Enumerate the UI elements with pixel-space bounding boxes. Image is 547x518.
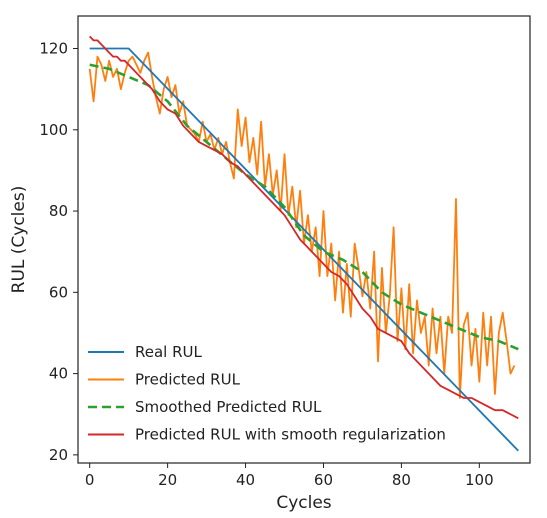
y-axis-title: RUL (Cycles) (9, 186, 29, 294)
x-tick-label: 40 (236, 471, 255, 489)
y-tick-label: 40 (49, 365, 68, 383)
x-tick-label: 20 (158, 471, 177, 489)
series-line-3 (90, 36, 519, 418)
x-tick-label: 0 (85, 471, 95, 489)
legend-label: Smoothed Predicted RUL (135, 398, 322, 416)
x-tick-label: 100 (465, 471, 494, 489)
legend-label: Predicted RUL (135, 371, 241, 389)
y-tick-label: 60 (49, 283, 68, 301)
legend: Real RUL Predicted RUL Smoothed Predicted … (88, 343, 446, 444)
x-axis: 0 20 40 60 80 100 (85, 463, 494, 489)
series-layer (90, 36, 519, 450)
series-line-2 (90, 65, 519, 349)
x-tick-label: 80 (392, 471, 411, 489)
y-tick-label: 100 (39, 121, 68, 139)
y-tick-label: 20 (49, 446, 68, 464)
y-axis: 20 40 60 80 100 120 (39, 40, 78, 464)
y-tick-label: 80 (49, 202, 68, 220)
x-axis-title: Cycles (276, 493, 331, 513)
legend-label: Real RUL (135, 343, 203, 361)
legend-label: Predicted RUL with smooth regularization (135, 426, 446, 444)
x-tick-label: 60 (314, 471, 333, 489)
y-tick-label: 120 (39, 40, 68, 58)
